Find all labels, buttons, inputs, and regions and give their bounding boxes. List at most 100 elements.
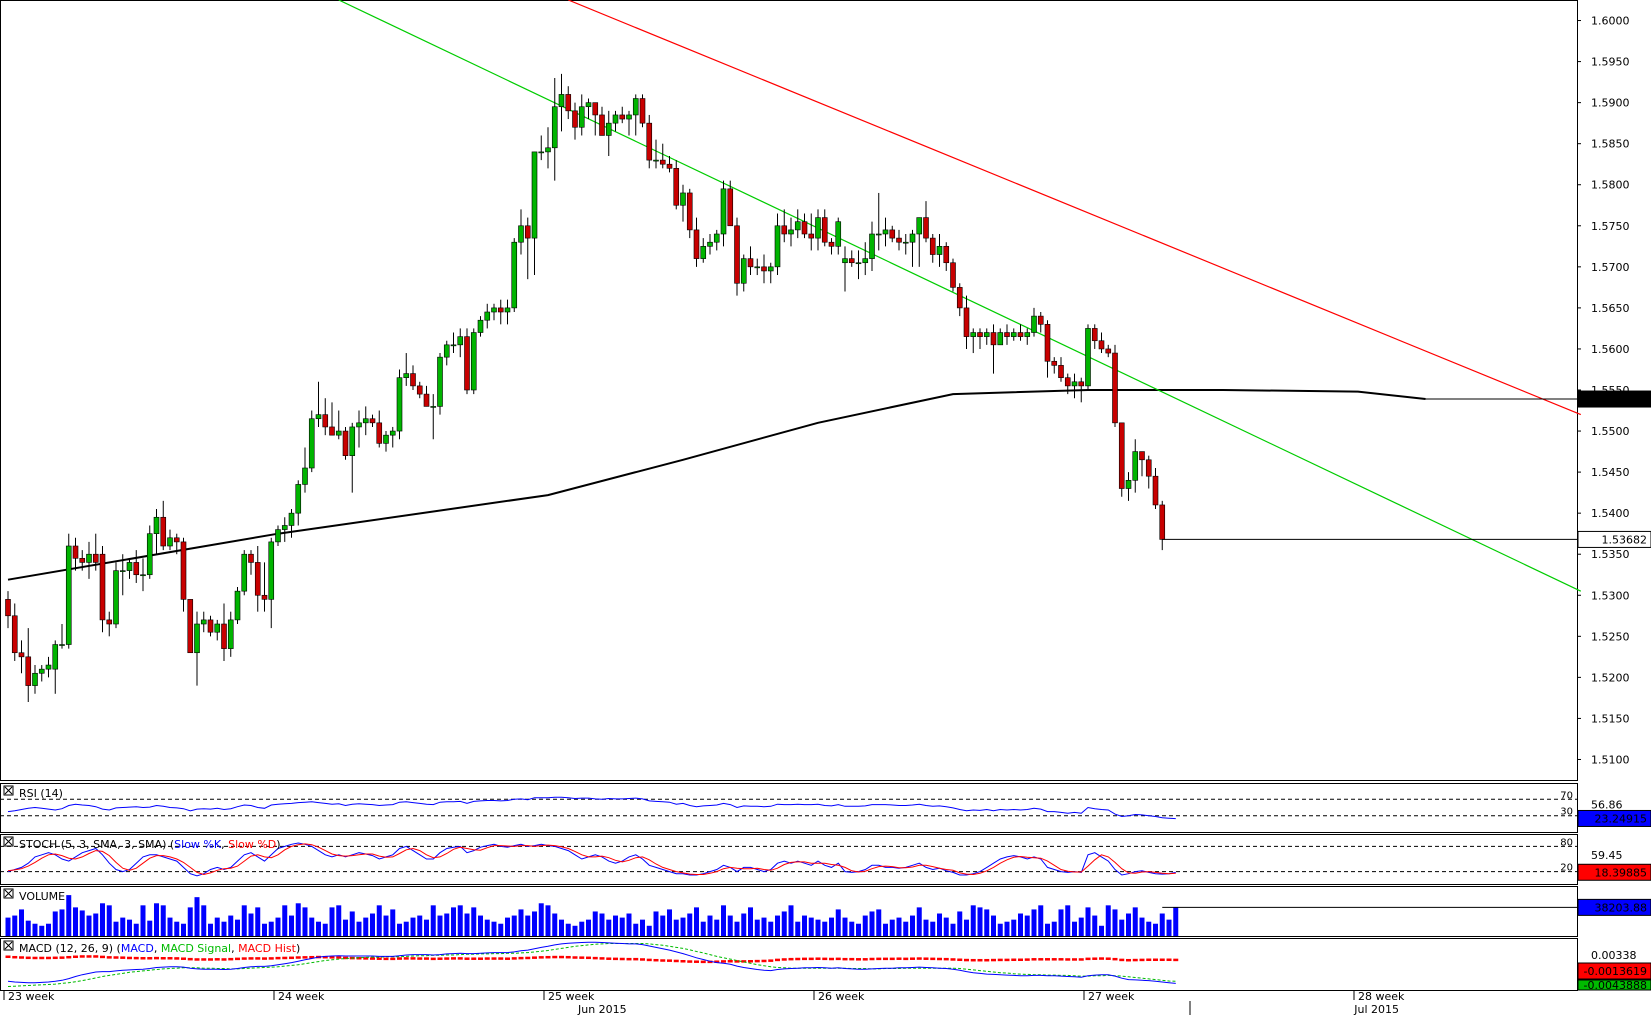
candle-body-down (322, 414, 329, 428)
candle (410, 365, 416, 390)
candle (977, 328, 983, 349)
volume-bar (430, 905, 436, 936)
macd-hist-bar (214, 958, 220, 961)
candle (18, 640, 25, 674)
volume-bar (592, 911, 598, 936)
volume-bar (5, 917, 11, 936)
rsi-level-label: 70 (1560, 790, 1573, 801)
candle-body-up (653, 159, 659, 162)
candle-body-up (578, 106, 585, 128)
rsi-frame (0, 783, 1578, 833)
volume-bar (201, 905, 207, 936)
volume-bar (397, 923, 402, 936)
macd-hist-bar (1112, 957, 1118, 961)
candle-body-up (558, 94, 565, 108)
macd-hist-bar (842, 957, 848, 961)
candle (666, 156, 673, 173)
candle-body-up (585, 102, 592, 108)
candle-body-down (565, 94, 572, 112)
candle (902, 234, 909, 255)
volume-bar (282, 905, 288, 936)
volume-bar (1078, 917, 1084, 936)
stoch-k-legend: Slow %K (174, 838, 222, 851)
candle-body-down (1064, 377, 1071, 387)
candle-body-down (828, 241, 835, 247)
candle (808, 213, 815, 251)
volume-bar (1112, 909, 1118, 936)
volume-bar (646, 925, 652, 936)
candle (565, 86, 572, 120)
candle (146, 525, 153, 579)
candle-body-down (1017, 332, 1024, 337)
macd-hist-bar (815, 957, 821, 960)
candle-body-down (923, 217, 929, 239)
macd-hist-bar (1078, 958, 1084, 961)
macd-hist-bar (532, 956, 537, 959)
volume-current-label-box (1577, 898, 1651, 916)
candle (38, 665, 45, 682)
candle (106, 611, 113, 637)
candle (443, 340, 450, 366)
volume-bar (93, 913, 99, 936)
candle-body-down (1118, 422, 1125, 489)
macd-hist-bar (268, 957, 274, 960)
macd-hist-bar (329, 956, 335, 959)
candle (281, 517, 288, 542)
candle-body-up (281, 525, 288, 530)
macd-hist-bar (714, 960, 720, 963)
candle-body-up (720, 188, 727, 235)
volume-bar (1139, 917, 1145, 936)
candle-body-up (605, 122, 612, 136)
candle-body-up (862, 258, 869, 264)
macd-title-params: MACD (12, 26, 9) (19, 942, 113, 955)
candle (612, 110, 619, 132)
macd-hist-bar (376, 957, 382, 960)
macd-hist-bar (856, 958, 861, 961)
candle-body-up (1010, 332, 1017, 337)
candle (990, 324, 997, 374)
price-tick-label: 1.5800 (1591, 179, 1630, 192)
macd-hist-bar (174, 957, 180, 960)
candle-body-up (740, 258, 747, 284)
candle (558, 73, 565, 132)
candle-body-up (214, 623, 221, 633)
macd-hist-bar (444, 957, 450, 960)
candle-body-down (801, 221, 808, 235)
candle (740, 254, 747, 292)
volume-bar (316, 921, 321, 936)
macd-hist-bar (457, 957, 463, 960)
stoch-frame (0, 834, 1578, 885)
volume-bar (248, 913, 254, 936)
candle (605, 110, 612, 156)
candle (1031, 307, 1037, 337)
volume-bar (977, 907, 983, 936)
volume-bar (970, 905, 976, 936)
candle-body-down (248, 553, 254, 563)
volume-bar (1011, 919, 1017, 936)
volume-bar (937, 913, 942, 936)
volume-bar (964, 919, 969, 936)
candle (160, 500, 167, 551)
candle-body-up (45, 664, 52, 670)
candle (761, 254, 767, 284)
macd-hist-bar (1031, 958, 1037, 961)
week-label: 24 week (278, 990, 325, 1003)
candle-body-down (1078, 381, 1085, 387)
candle-body-up (268, 541, 275, 600)
macd-hist-bar (876, 957, 882, 961)
macd-hist-bar (849, 957, 855, 961)
candle (126, 558, 133, 579)
price-tick-label: 1.5900 (1591, 97, 1630, 110)
close-icon (4, 889, 13, 898)
candle-body-down (160, 516, 167, 547)
candle-body-down (524, 225, 531, 239)
candle (349, 422, 356, 493)
macd-hist-bar (984, 958, 990, 962)
candle (234, 587, 241, 624)
macd-hist-bar (403, 957, 409, 960)
candle-body-down (990, 332, 997, 346)
volume-bar (120, 917, 126, 936)
stoch-d-legend: Slow %D (228, 838, 276, 851)
candle (680, 184, 686, 222)
volume-bar (700, 921, 706, 936)
